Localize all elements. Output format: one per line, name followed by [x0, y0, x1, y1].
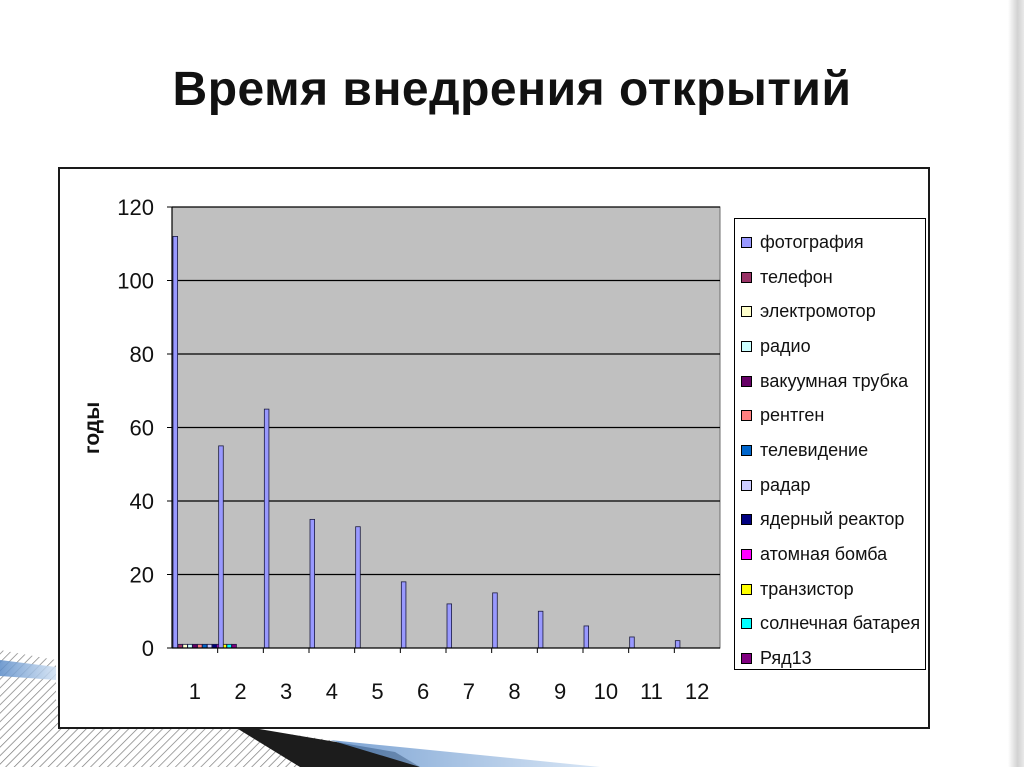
bar-1-series-1: [172, 235, 178, 649]
legend-label: солнечная батарея: [760, 613, 921, 634]
legend-item: вакуумная трубка: [741, 364, 925, 399]
legend-swatch: [741, 583, 752, 595]
slide-edge-shadow: [1008, 0, 1024, 767]
bars: [172, 235, 681, 649]
bar-2-series-1: [218, 445, 224, 649]
legend-label: радар: [760, 474, 811, 495]
legend-swatch: [741, 375, 752, 387]
legend-label: радио: [760, 335, 811, 356]
bar-8-series-1: [492, 592, 498, 649]
legend-label: электромотор: [760, 301, 876, 322]
slide-title: Время внедрения открытий: [172, 63, 852, 116]
legend-swatch: [741, 653, 752, 665]
bar-10-series-1: [583, 625, 589, 649]
y-tick-label: 60: [130, 416, 154, 441]
legend-swatch: [741, 306, 752, 318]
legend-swatch: [741, 514, 752, 526]
x-tick-label: 12: [685, 679, 709, 704]
legend-label: Ряд13: [760, 648, 812, 669]
legend-item: радар: [741, 468, 925, 503]
y-tick-label: 100: [117, 269, 154, 294]
legend-label: атомная бомба: [760, 544, 888, 565]
legend-item: телефон: [741, 260, 925, 295]
bar-5-series-1: [355, 526, 361, 649]
legend-item: Ряд13: [741, 641, 925, 676]
x-tick-label: 6: [417, 679, 429, 704]
x-tick-label: 4: [326, 679, 338, 704]
legend-swatch: [741, 618, 752, 630]
bar-7-series-1: [446, 603, 452, 649]
legend-swatch: [741, 479, 752, 491]
y-tick-label: 0: [142, 636, 154, 661]
chart-legend: фотография телефон электромотор радио вакуум…: [734, 218, 926, 670]
legend-label: телевидение: [760, 439, 869, 460]
legend-label: вакуумная трубка: [760, 370, 909, 391]
y-tick-label: 80: [130, 342, 154, 367]
bar-9-series-1: [537, 610, 544, 649]
y-tick-label: 40: [130, 489, 154, 514]
legend-item: рентген: [741, 398, 925, 433]
y-tick-label: 120: [117, 195, 154, 220]
legend-item: фотография: [741, 225, 925, 260]
x-tick-labels: 1 2 3 4 5 6 7 8 9 10 11 12: [189, 648, 709, 704]
y-axis-title: годы: [81, 402, 104, 454]
bar-6-series-1: [400, 581, 407, 649]
legend-swatch: [741, 410, 752, 422]
legend-label: транзистор: [760, 578, 854, 599]
x-tick-label: 10: [594, 679, 618, 704]
legend-item: радио: [741, 329, 925, 364]
legend-label: телефон: [760, 266, 833, 287]
gridlines: [172, 206, 720, 576]
legend-item: солнечная батарея: [741, 607, 925, 642]
bar-4-series-1: [309, 518, 315, 649]
x-tick-label: 5: [371, 679, 383, 704]
x-tick-label: 2: [234, 679, 246, 704]
legend-label: рентген: [760, 405, 825, 426]
legend-swatch: [741, 340, 752, 352]
legend-swatch: [741, 271, 752, 283]
bar-11-series-1: [629, 636, 635, 649]
legend-item: атомная бомба: [741, 537, 925, 572]
legend-swatch: [741, 236, 752, 248]
y-tick-label: 20: [130, 563, 154, 588]
legend-item: ядерный реактор: [741, 503, 925, 538]
legend-item: телевидение: [741, 433, 925, 468]
legend-item: транзистор: [741, 572, 925, 607]
bar-12-series-1: [674, 640, 681, 649]
x-tick-label: 7: [463, 679, 475, 704]
legend-label: ядерный реактор: [760, 509, 905, 530]
legend-swatch: [741, 444, 752, 456]
legend-label: фотография: [760, 231, 864, 252]
x-tick-label: 8: [508, 679, 520, 704]
y-tick-labels: 0 20 40 60 80 100 120: [117, 195, 172, 661]
x-tick-label: 11: [640, 679, 663, 704]
bar-3-series-1: [263, 408, 270, 649]
legend-item: электромотор: [741, 294, 925, 329]
legend-swatch: [741, 549, 752, 561]
x-tick-label: 1: [189, 679, 201, 704]
x-tick-label: 3: [280, 679, 292, 704]
x-tick-label: 9: [554, 679, 566, 704]
